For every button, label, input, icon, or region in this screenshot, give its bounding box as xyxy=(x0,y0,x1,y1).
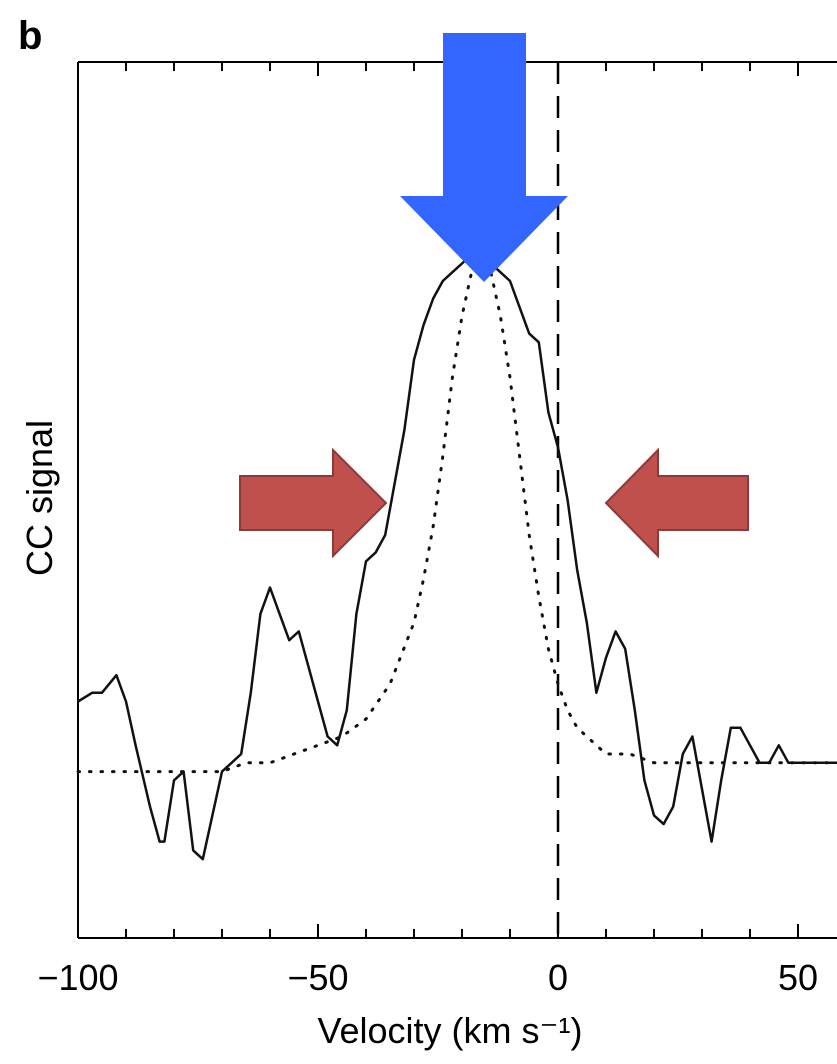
panel-label: b xyxy=(18,14,43,58)
x-tick-labels: −100 −50 0 50 xyxy=(37,957,818,998)
red-right-arrow xyxy=(239,447,388,559)
x-axis-label: Velocity (km s⁻¹) xyxy=(317,1010,583,1051)
x-tick-label: 0 xyxy=(548,957,568,998)
data-series xyxy=(76,244,837,861)
x-tick-label: −50 xyxy=(287,957,348,998)
x-tick-label: 50 xyxy=(778,957,818,998)
annotation-arrows xyxy=(239,33,749,559)
cc-signal-line xyxy=(77,244,837,861)
red-left-arrow xyxy=(604,447,749,559)
blue-down-arrow xyxy=(400,33,568,282)
x-tick-label: −100 xyxy=(37,957,118,998)
y-axis-label: CC signal xyxy=(19,419,60,576)
